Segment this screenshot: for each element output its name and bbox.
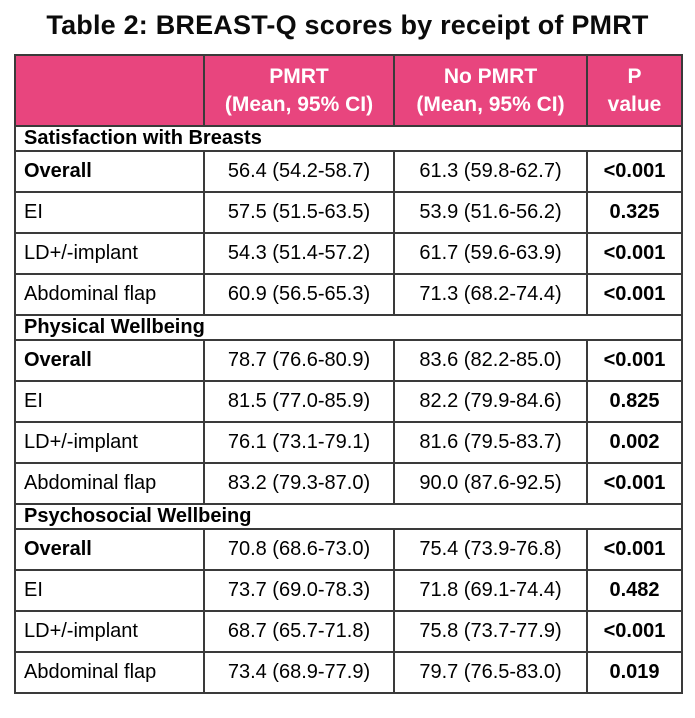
table-row: Abdominal flap 73.4 (68.9-77.9) 79.7 (76… [14,651,683,694]
row-label: EI [14,191,205,234]
p-value: <0.001 [586,232,683,275]
no-pmrt-value: 53.9 (51.6-56.2) [393,191,588,234]
pmrt-value: 83.2 (79.3-87.0) [203,462,395,505]
table-row: LD+/-implant 68.7 (65.7-71.8) 75.8 (73.7… [14,610,683,653]
pmrt-value: 70.8 (68.6-73.0) [203,528,395,571]
pmrt-value: 73.4 (68.9-77.9) [203,651,395,694]
col-header-pmrt-line2: (Mean, 95% CI) [224,92,374,116]
p-value: 0.002 [586,421,683,464]
table-row: Overall 56.4 (54.2-58.7) 61.3 (59.8-62.7… [14,150,683,193]
row-label: Abdominal flap [14,462,205,505]
section-title: Physical Wellbeing [14,314,683,341]
col-header-pmrt: PMRT (Mean, 95% CI) [203,54,395,127]
row-label: Abdominal flap [14,651,205,694]
no-pmrt-value: 71.3 (68.2-74.4) [393,273,588,316]
table-row: LD+/-implant 76.1 (73.1-79.1) 81.6 (79.5… [14,421,683,464]
row-label: EI [14,380,205,423]
p-value: <0.001 [586,462,683,505]
p-value: 0.325 [586,191,683,234]
breastq-scores-table: PMRT (Mean, 95% CI) No PMRT (Mean, 95% C… [14,54,683,694]
table-row: EI 57.5 (51.5-63.5) 53.9 (51.6-56.2) 0.3… [14,191,683,234]
p-value: <0.001 [586,528,683,571]
section-title: Satisfaction with Breasts [14,125,683,152]
table-row: Overall 70.8 (68.6-73.0) 75.4 (73.9-76.8… [14,528,683,571]
row-label: LD+/-implant [14,232,205,275]
pmrt-value: 57.5 (51.5-63.5) [203,191,395,234]
row-label: Abdominal flap [14,273,205,316]
table-row: EI 73.7 (69.0-78.3) 71.8 (69.1-74.4) 0.4… [14,569,683,612]
no-pmrt-value: 82.2 (79.9-84.6) [393,380,588,423]
pmrt-value: 81.5 (77.0-85.9) [203,380,395,423]
no-pmrt-value: 61.3 (59.8-62.7) [393,150,588,193]
no-pmrt-value: 81.6 (79.5-83.7) [393,421,588,464]
no-pmrt-value: 61.7 (59.6-63.9) [393,232,588,275]
table-row: LD+/-implant 54.3 (51.4-57.2) 61.7 (59.6… [14,232,683,275]
row-label: LD+/-implant [14,610,205,653]
section-title: Psychosocial Wellbeing [14,503,683,530]
p-value: 0.482 [586,569,683,612]
table-header-row: PMRT (Mean, 95% CI) No PMRT (Mean, 95% C… [14,54,683,127]
row-label: EI [14,569,205,612]
col-header-no-pmrt-line2: (Mean, 95% CI) [416,92,565,116]
page-title: Table 2: BREAST-Q scores by receipt of P… [46,10,649,40]
table-row: Abdominal flap 83.2 (79.3-87.0) 90.0 (87… [14,462,683,505]
p-value: 0.825 [586,380,683,423]
section-header-satisfaction: Satisfaction with Breasts [14,125,683,152]
col-header-p-line2: value [607,92,662,116]
section-header-physical: Physical Wellbeing [14,314,683,341]
no-pmrt-value: 71.8 (69.1-74.4) [393,569,588,612]
no-pmrt-value: 83.6 (82.2-85.0) [393,339,588,382]
col-header-no-pmrt-line1: No PMRT [443,64,538,88]
pmrt-value: 76.1 (73.1-79.1) [203,421,395,464]
table-row: Overall 78.7 (76.6-80.9) 83.6 (82.2-85.0… [14,339,683,382]
col-header-p-value: P value [586,54,683,127]
table-row: Abdominal flap 60.9 (56.5-65.3) 71.3 (68… [14,273,683,316]
pmrt-value: 73.7 (69.0-78.3) [203,569,395,612]
p-value: <0.001 [586,610,683,653]
pmrt-value: 68.7 (65.7-71.8) [203,610,395,653]
col-header-no-pmrt: No PMRT (Mean, 95% CI) [393,54,588,127]
pmrt-value: 78.7 (76.6-80.9) [203,339,395,382]
p-value: <0.001 [586,339,683,382]
no-pmrt-value: 79.7 (76.5-83.0) [393,651,588,694]
row-label: Overall [14,339,205,382]
p-value: <0.001 [586,150,683,193]
section-header-psychosocial: Psychosocial Wellbeing [14,503,683,530]
corner-cell [14,54,205,127]
row-label: LD+/-implant [14,421,205,464]
row-label: Overall [14,528,205,571]
pmrt-value: 54.3 (51.4-57.2) [203,232,395,275]
no-pmrt-value: 75.4 (73.9-76.8) [393,528,588,571]
p-value: <0.001 [586,273,683,316]
no-pmrt-value: 75.8 (73.7-77.9) [393,610,588,653]
pmrt-value: 56.4 (54.2-58.7) [203,150,395,193]
no-pmrt-value: 90.0 (87.6-92.5) [393,462,588,505]
col-header-p-line1: P [627,64,642,88]
p-value: 0.019 [586,651,683,694]
col-header-pmrt-line1: PMRT [269,64,329,88]
pmrt-value: 60.9 (56.5-65.3) [203,273,395,316]
table-row: EI 81.5 (77.0-85.9) 82.2 (79.9-84.6) 0.8… [14,380,683,423]
row-label: Overall [14,150,205,193]
